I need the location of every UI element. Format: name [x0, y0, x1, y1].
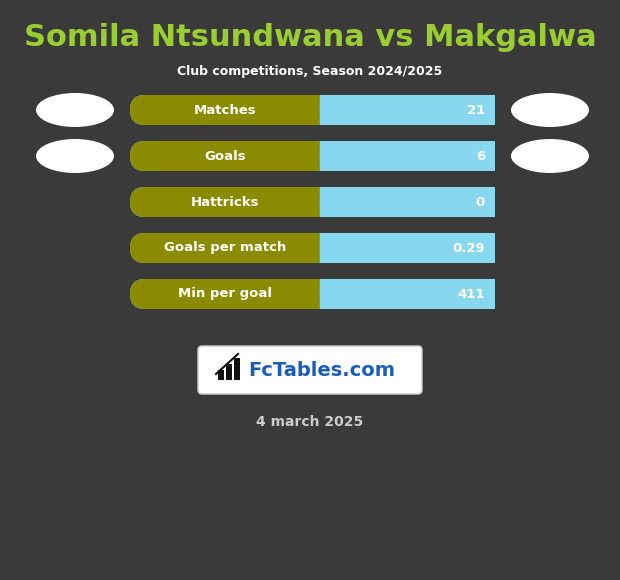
FancyBboxPatch shape — [320, 233, 495, 263]
Text: Hattricks: Hattricks — [191, 195, 259, 208]
FancyBboxPatch shape — [130, 279, 335, 309]
Text: Matches: Matches — [193, 103, 256, 117]
Text: 0.29: 0.29 — [453, 241, 485, 255]
Bar — [226, 364, 232, 380]
Bar — [218, 370, 224, 380]
Ellipse shape — [511, 139, 589, 173]
Text: Club competitions, Season 2024/2025: Club competitions, Season 2024/2025 — [177, 66, 443, 78]
Text: 6: 6 — [476, 150, 485, 162]
FancyBboxPatch shape — [320, 187, 495, 217]
FancyBboxPatch shape — [320, 141, 495, 171]
Text: 4 march 2025: 4 march 2025 — [257, 415, 363, 429]
FancyBboxPatch shape — [320, 95, 495, 125]
FancyBboxPatch shape — [320, 279, 495, 309]
FancyBboxPatch shape — [130, 141, 335, 171]
Text: 21: 21 — [467, 103, 485, 117]
FancyBboxPatch shape — [320, 187, 495, 217]
FancyBboxPatch shape — [130, 279, 495, 309]
FancyBboxPatch shape — [130, 95, 335, 125]
Ellipse shape — [511, 93, 589, 127]
Text: Somila Ntsundwana vs Makgalwa: Somila Ntsundwana vs Makgalwa — [24, 24, 596, 53]
FancyBboxPatch shape — [320, 95, 495, 125]
FancyBboxPatch shape — [130, 95, 495, 125]
FancyBboxPatch shape — [320, 141, 495, 171]
Text: 0: 0 — [476, 195, 485, 208]
Text: FcTables.com: FcTables.com — [249, 361, 396, 379]
Ellipse shape — [36, 139, 114, 173]
FancyBboxPatch shape — [130, 187, 495, 217]
FancyBboxPatch shape — [130, 233, 335, 263]
FancyBboxPatch shape — [198, 346, 422, 394]
FancyBboxPatch shape — [320, 279, 495, 309]
FancyBboxPatch shape — [130, 187, 335, 217]
FancyBboxPatch shape — [130, 141, 495, 171]
FancyBboxPatch shape — [320, 233, 495, 263]
Ellipse shape — [36, 93, 114, 127]
Text: Goals per match: Goals per match — [164, 241, 286, 255]
Text: Min per goal: Min per goal — [178, 288, 272, 300]
Text: Goals: Goals — [204, 150, 246, 162]
Text: 411: 411 — [458, 288, 485, 300]
FancyBboxPatch shape — [130, 233, 495, 263]
Bar — [234, 358, 240, 380]
